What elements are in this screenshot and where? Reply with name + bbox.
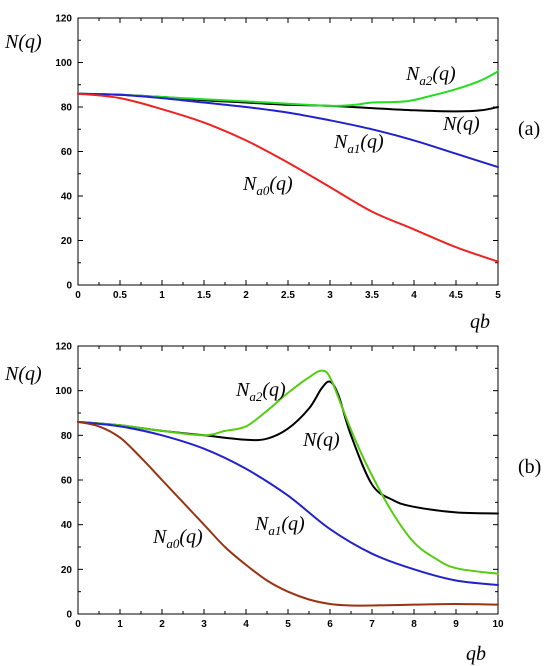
x-tick-label: 10 — [492, 619, 504, 630]
series-label-a-N: N(q) — [442, 113, 480, 135]
series-line-a-na1q — [77, 92, 499, 169]
y-tick-label: 60 — [61, 147, 73, 158]
y-tick-label: 40 — [61, 192, 73, 203]
x-tick-label: 5 — [495, 290, 501, 301]
series-label-a-Na0: Na0(q) — [242, 173, 293, 198]
x-tick-label: 0 — [75, 290, 81, 301]
y-tick-label: 20 — [61, 236, 73, 247]
panel-label-a: (a) — [518, 118, 540, 140]
y-tick-label: 120 — [55, 342, 72, 353]
y-tick-label: 20 — [61, 565, 73, 576]
x-tick-label: 4 — [411, 290, 417, 301]
y-axis-label-a: N(q) — [4, 31, 42, 53]
x-tick-label: 4 — [243, 619, 249, 630]
x-tick-label: 0 — [75, 619, 81, 630]
x-tick-label: 9 — [453, 619, 459, 630]
y-tick-label: 0 — [66, 281, 72, 292]
x-tick-label: 6 — [327, 619, 333, 630]
series-line-a-na2q — [77, 70, 499, 107]
x-tick-label: 1 — [159, 290, 165, 301]
series-label-b-Na1: Na1(q) — [254, 513, 305, 538]
series-lines-a — [77, 70, 499, 263]
x-tick-label: 7 — [369, 619, 375, 630]
x-tick-label: 3.5 — [365, 290, 379, 301]
series-label-a-Na2: Na2(q) — [405, 63, 456, 88]
series-label-b-Na0: Na0(q) — [152, 526, 203, 551]
series-line-b-na1q — [77, 420, 499, 586]
y-tick-label: 100 — [55, 58, 72, 69]
y-tick-label: 80 — [61, 103, 73, 114]
series-label-a-Na1: Na1(q) — [333, 131, 384, 156]
x-tick-label: 1 — [117, 619, 123, 630]
x-axis-label-b: qb — [466, 643, 486, 665]
series-line-b-nq — [77, 380, 499, 515]
x-tick-label: 5 — [285, 619, 291, 630]
x-tick-label: 2 — [159, 619, 165, 630]
y-tick-label: 100 — [55, 386, 72, 397]
y-tick-label: 40 — [61, 520, 73, 531]
panel-label-b: (b) — [518, 456, 541, 478]
x-axis-label-a: qb — [470, 311, 490, 333]
axis-ticks-a: 0 0.5 1 1.5 2 2.5 3 3.5 4 4.5 5 0 20 40 60 80 100 120 — [55, 14, 501, 302]
plot-frame-b — [77, 345, 499, 615]
y-tick-label: 0 — [66, 610, 72, 621]
series-label-b-Na2: Na2(q) — [235, 379, 286, 404]
x-tick-label: 3 — [327, 290, 333, 301]
panel-a: 0 0.5 1 1.5 2 2.5 3 3.5 4 4.5 5 0 20 40 60 80 100 120 N(q… — [4, 14, 540, 334]
y-tick-label: 60 — [61, 476, 73, 487]
x-tick-label: 4.5 — [449, 290, 463, 301]
x-tick-label: 0.5 — [113, 290, 127, 301]
series-label-b-N: N(q) — [302, 429, 340, 451]
x-tick-label: 2 — [243, 290, 249, 301]
plot-frame-a — [77, 17, 499, 286]
x-tick-label: 8 — [411, 619, 417, 630]
series-line-a-na0q — [77, 92, 499, 263]
x-tick-label: 1.5 — [197, 290, 211, 301]
series-line-b-na0q — [77, 420, 499, 607]
x-tick-label: 3 — [201, 619, 207, 630]
y-tick-label: 80 — [61, 431, 73, 442]
y-axis-label-b: N(q) — [4, 363, 42, 385]
x-tick-label: 2.5 — [281, 290, 295, 301]
series-lines-b — [77, 369, 499, 607]
series-line-b-na2q — [77, 369, 499, 575]
y-tick-label: 120 — [55, 14, 72, 25]
